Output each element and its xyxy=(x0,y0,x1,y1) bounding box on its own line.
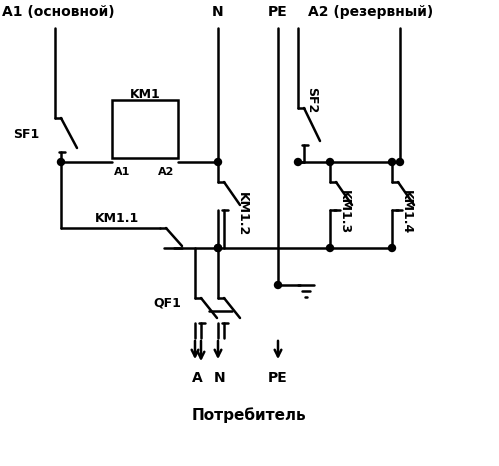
Text: SF1: SF1 xyxy=(13,128,39,141)
Circle shape xyxy=(326,245,333,252)
Text: SF2: SF2 xyxy=(305,87,318,113)
Text: A1 (основной): A1 (основной) xyxy=(2,5,115,19)
Circle shape xyxy=(215,158,222,165)
Circle shape xyxy=(389,158,396,165)
Text: A1: A1 xyxy=(114,167,130,177)
Text: N: N xyxy=(214,371,226,385)
Text: Потребитель: Потребитель xyxy=(192,407,306,423)
Text: PE: PE xyxy=(268,371,288,385)
Text: PE: PE xyxy=(268,5,288,19)
Circle shape xyxy=(326,158,333,165)
Circle shape xyxy=(397,158,404,165)
Text: KM1.4: KM1.4 xyxy=(400,190,413,234)
Circle shape xyxy=(215,245,222,252)
Circle shape xyxy=(274,281,281,288)
Text: A2: A2 xyxy=(158,167,174,177)
Text: KM1.1: KM1.1 xyxy=(95,212,139,225)
Text: KM1.2: KM1.2 xyxy=(236,192,249,236)
Text: A: A xyxy=(192,371,203,385)
Bar xyxy=(112,100,178,158)
Text: KM1: KM1 xyxy=(130,88,160,101)
Circle shape xyxy=(294,158,301,165)
Text: KM1.3: KM1.3 xyxy=(337,190,350,234)
Text: A2 (резервный): A2 (резервный) xyxy=(308,5,433,19)
Text: QF1: QF1 xyxy=(153,296,181,309)
Circle shape xyxy=(389,245,396,252)
Circle shape xyxy=(57,158,64,165)
Text: N: N xyxy=(212,5,224,19)
Circle shape xyxy=(215,245,222,252)
